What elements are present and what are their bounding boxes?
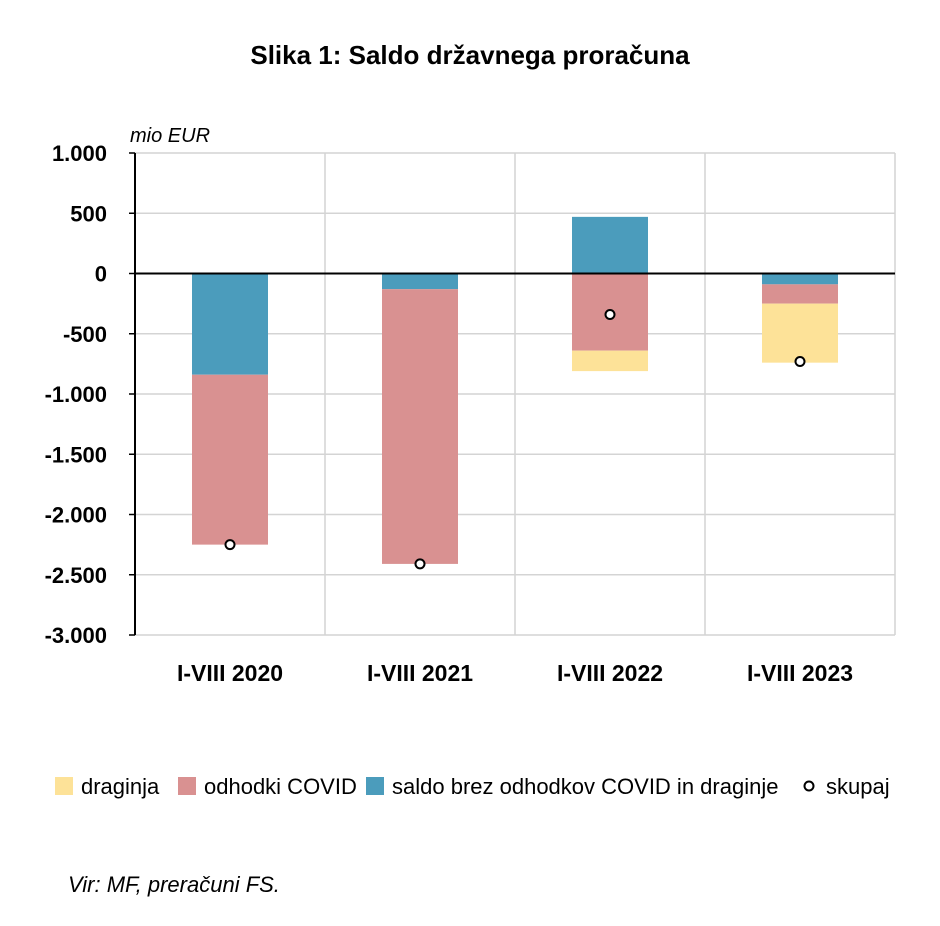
legend-label: saldo brez odhodkov COVID in draginje [392, 774, 778, 799]
y-tick-label: -1.000 [45, 382, 107, 407]
y-tick-label: -2.000 [45, 503, 107, 528]
y-tick-label: 1.000 [52, 141, 107, 166]
total-point-1 [224, 539, 236, 551]
legend-swatch-saldo-brez-odhodkov-covid-in-draginje [366, 777, 384, 795]
total-point-3 [604, 308, 616, 320]
y-tick-label: -2.500 [45, 563, 107, 588]
totals-layer [224, 308, 806, 570]
total-point-2 [414, 558, 426, 570]
bars-layer [192, 216, 838, 564]
bar-saldo-brez-odhodkov-covid-in-draginje-4 [762, 273, 838, 285]
bar-saldo-brez-odhodkov-covid-in-draginje-3 [572, 216, 648, 274]
x-tick-label: I-VIII 2020 [177, 660, 283, 686]
bar-draginja-4 [762, 303, 838, 363]
legend: draginja odhodki COVID saldo brez odhodkov… [55, 774, 890, 799]
bar-odhodki-covid-4 [762, 284, 838, 304]
bar-draginja-3 [572, 350, 648, 372]
legend-label: draginja [81, 774, 160, 799]
y-tick-label: 0 [95, 262, 107, 287]
legend-swatch-draginja [55, 777, 73, 795]
legend-swatch-odhodki-covid [178, 777, 196, 795]
x-tick-label: I-VIII 2022 [557, 660, 663, 686]
legend-label: skupaj [826, 774, 890, 799]
legend-marker-skupaj [803, 780, 815, 792]
y-unit-label: mio EUR [130, 125, 210, 147]
bar-odhodki-covid-2 [382, 289, 458, 564]
y-tick-label: 500 [70, 201, 107, 226]
bar-saldo-brez-odhodkov-covid-in-draginje-2 [382, 273, 458, 290]
axes-layer: 1.000 500 0 -500 -1.000 -1.500 -2.000 -2.500 -3.… [45, 125, 895, 686]
chart-title: Slika 1: Saldo državnega proračuna [250, 40, 690, 70]
y-tick-label: -500 [63, 322, 107, 347]
source-note: Vir: MF, preračuni FS. [68, 872, 280, 897]
y-tick-label: -3.000 [45, 623, 107, 648]
bar-saldo-brez-odhodkov-covid-in-draginje-1 [192, 273, 268, 375]
x-tick-label: I-VIII 2023 [747, 660, 853, 686]
bar-odhodki-covid-1 [192, 374, 268, 545]
y-tick-label: -1.500 [45, 442, 107, 467]
legend-label: odhodki COVID [204, 774, 357, 799]
x-tick-label: I-VIII 2021 [367, 660, 473, 686]
total-point-4 [794, 355, 806, 367]
